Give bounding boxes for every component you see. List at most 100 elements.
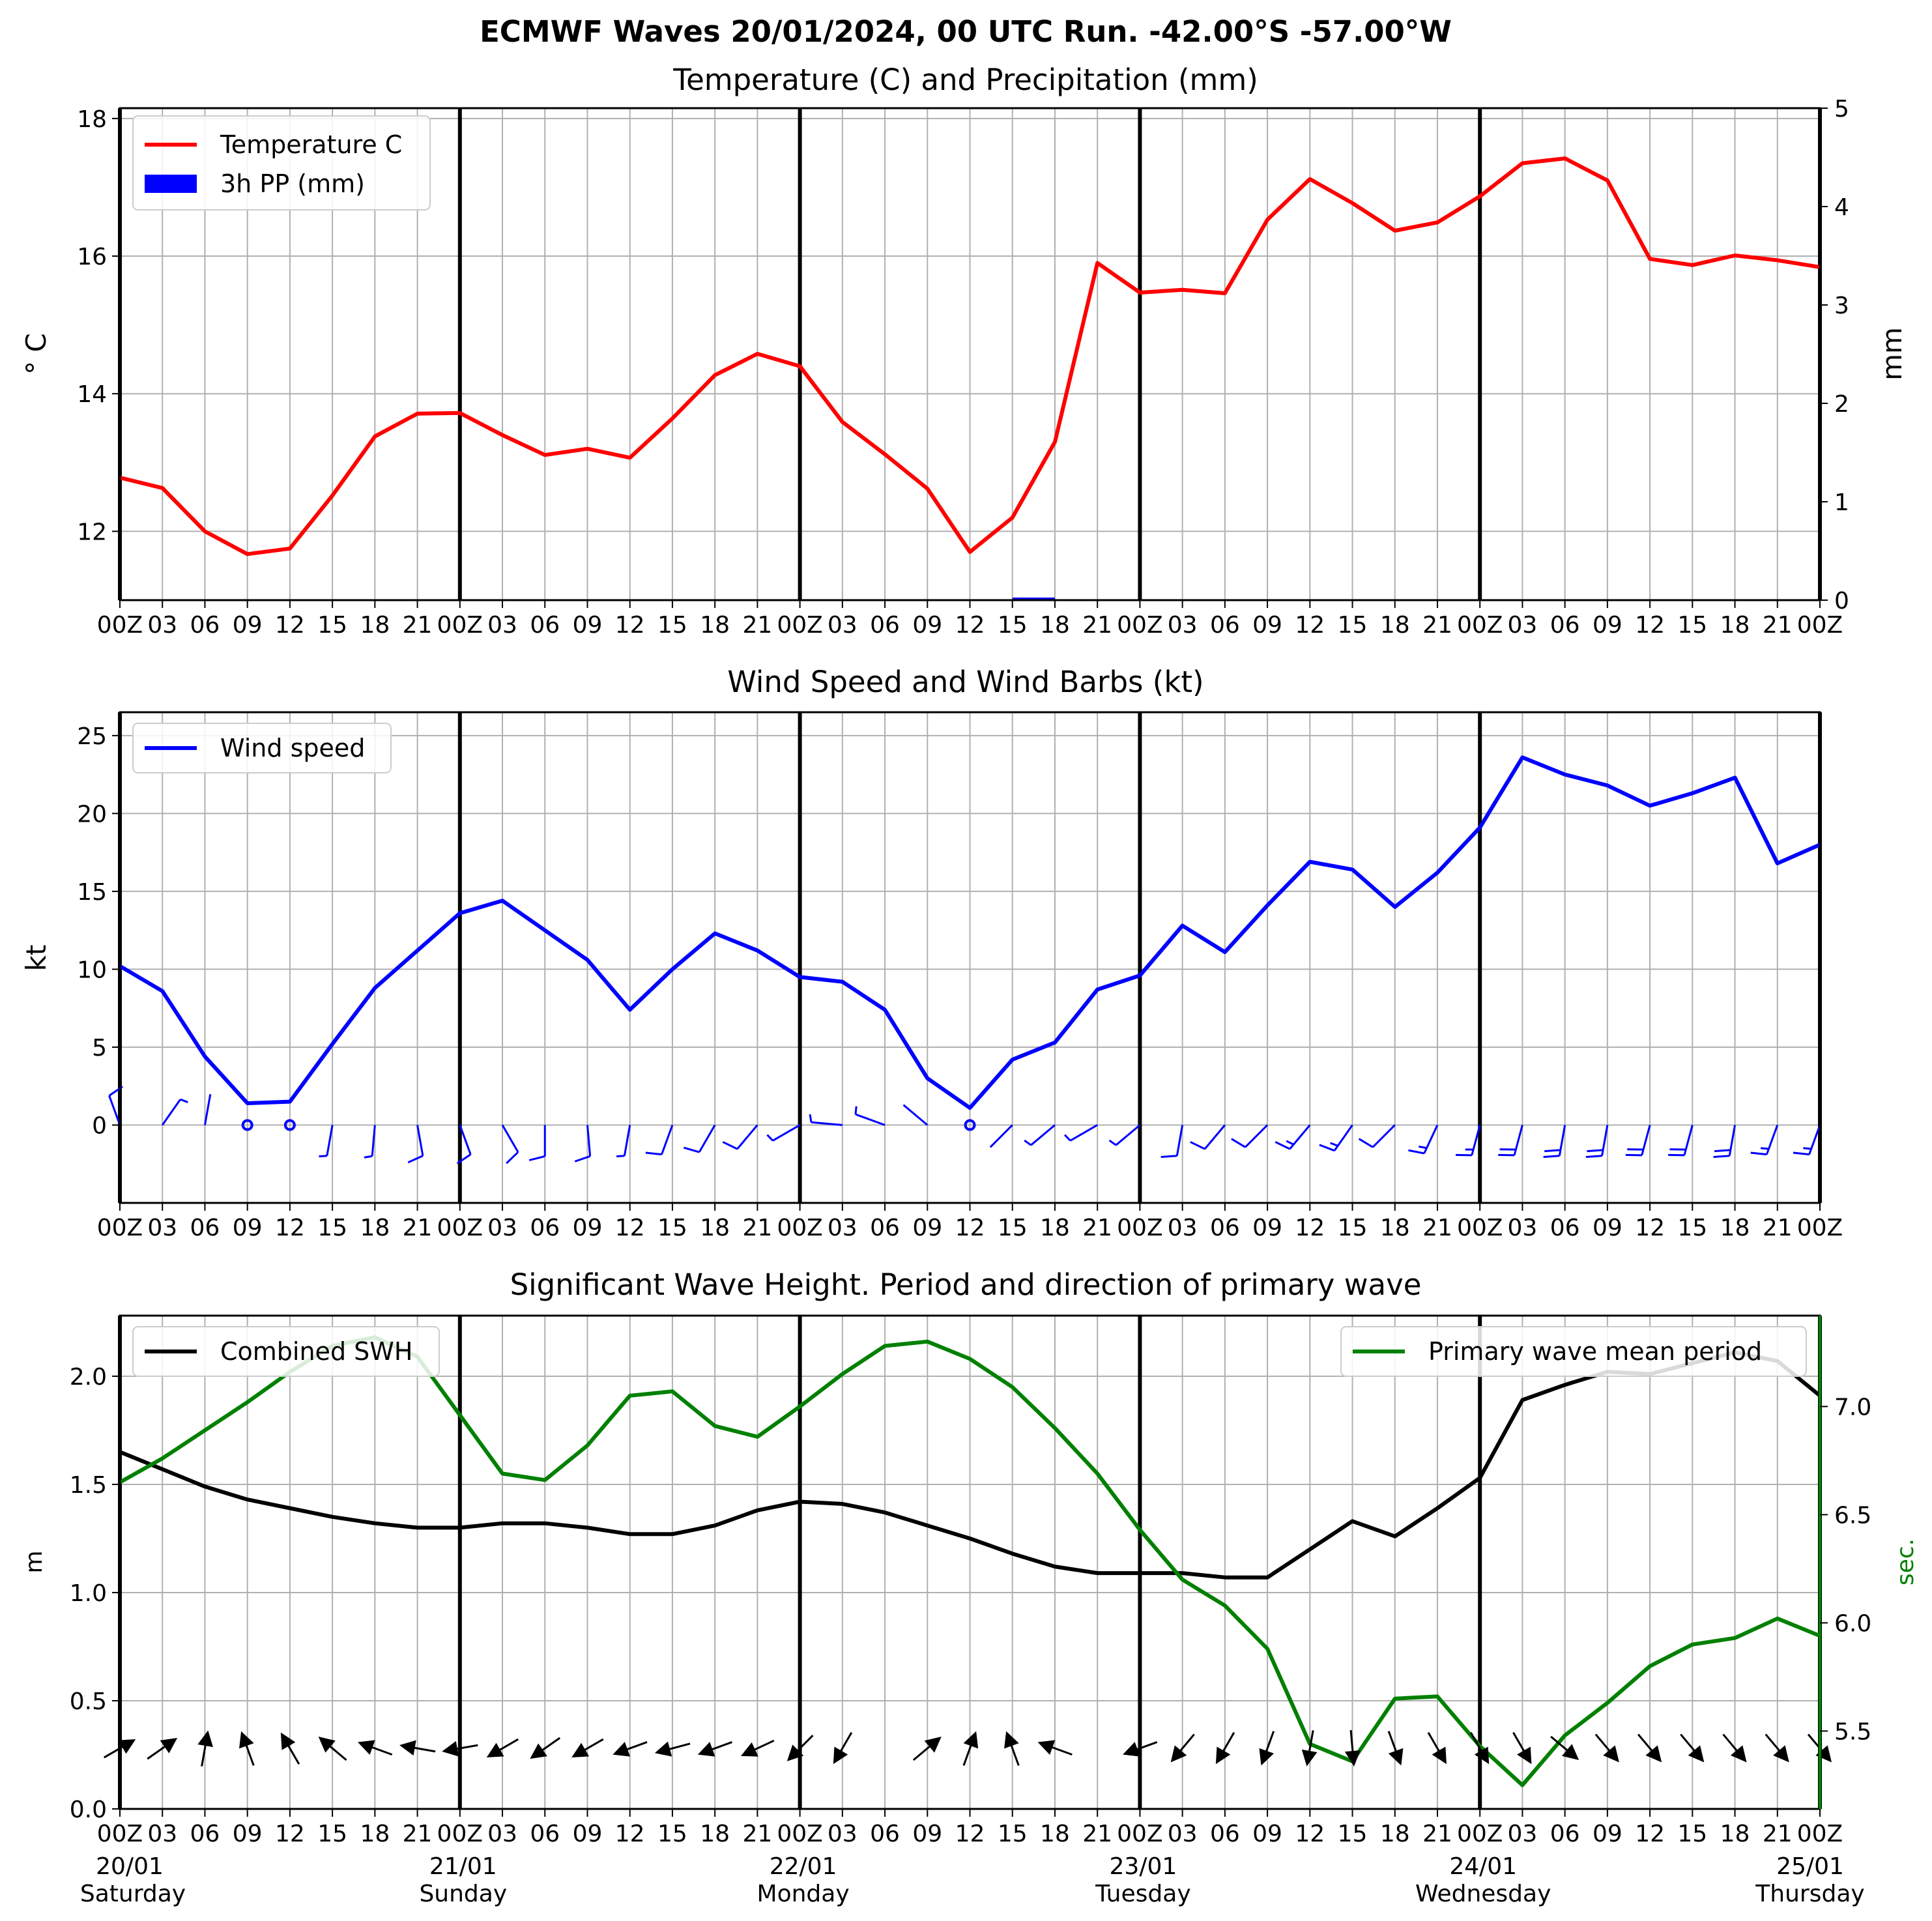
wind-barb-flag [506, 1151, 519, 1164]
wind-barb [698, 1124, 716, 1153]
wave-direction-arrow-head [486, 1742, 504, 1758]
x-tick-label: 06 [190, 1215, 220, 1241]
wave-direction-arrow-head [697, 1742, 715, 1757]
x-tick-label: 03 [1168, 1215, 1198, 1241]
x-tick-label: 18 [1380, 1821, 1410, 1847]
wind-barb-half-flag [1108, 1139, 1117, 1146]
wave-direction-arrow-head [1170, 1745, 1187, 1763]
wind-barb [772, 1124, 801, 1142]
x-tick-label: 09 [912, 1821, 942, 1847]
x-tick-label: 00Z [437, 1215, 483, 1241]
x-tick-label: 21 [1082, 1821, 1112, 1847]
wave-y-label: m [21, 1550, 48, 1573]
wind-barb-flag [1408, 1149, 1424, 1155]
x-tick-label: 09 [233, 1821, 263, 1847]
legend-precip-swatch [145, 175, 197, 193]
y-tick-label: 0.5 [70, 1688, 107, 1715]
wind-barb-flag [1714, 1149, 1731, 1153]
x-tick-label: 06 [190, 1821, 220, 1847]
wind-barb-flag [1319, 1144, 1335, 1152]
y2-tick-label: 2 [1834, 391, 1849, 418]
wind-barb-half-flag [809, 1114, 813, 1123]
wave-direction-arrow-head [1259, 1748, 1274, 1766]
wind-barb [902, 1104, 929, 1126]
x-tick-label: 15 [1338, 612, 1368, 639]
wave-direction-arrow-head [1004, 1731, 1019, 1749]
x-tick-label: 15 [1338, 1215, 1368, 1241]
x-tick-label: 21 [403, 1215, 433, 1241]
date-label: 20/01 [96, 1853, 164, 1880]
wind-barb [416, 1125, 424, 1157]
x-tick-label: 03 [487, 612, 517, 639]
wind-barb-flag [1713, 1155, 1730, 1158]
x-tick-label: 18 [1720, 1821, 1750, 1847]
wind-barb [203, 1093, 212, 1125]
temperature-line [119, 156, 1821, 556]
x-tick-label: 21 [403, 1821, 433, 1847]
x-tick-label: 15 [657, 1215, 687, 1241]
wave-direction-arrow-head [399, 1740, 416, 1756]
wind-barb-flag [1793, 1151, 1809, 1156]
x-tick-label: 18 [700, 612, 730, 639]
wind-panel-title: Wind Speed and Wind Barbs (kt) [727, 665, 1204, 699]
x-tick-label: 06 [530, 1821, 560, 1847]
wind-barb [1683, 1125, 1694, 1156]
y2-tick-label: 6.5 [1834, 1502, 1871, 1529]
wave-direction-arrow-head [613, 1742, 631, 1757]
x-tick-label: 21 [1082, 612, 1112, 639]
x-tick-label: 12 [955, 612, 985, 639]
wind-barb-flag [645, 1151, 662, 1156]
wind-barb-flag [1190, 1141, 1205, 1150]
x-tick-label: 18 [360, 1821, 390, 1847]
x-tick-label: 00Z [1797, 1215, 1843, 1241]
x-tick-label: 15 [998, 612, 1028, 639]
wave-direction-arrow-head [160, 1737, 178, 1754]
legend-temperature-label: Temperature C [220, 130, 402, 159]
wind-barb-flag [456, 1153, 472, 1164]
y-tick-label: 20 [77, 801, 107, 828]
x-tick-label: 21 [1763, 1215, 1793, 1241]
wind-barb [459, 1124, 472, 1155]
wave-direction-arrow-head [1773, 1745, 1789, 1763]
y-tick-label: 18 [77, 106, 107, 133]
x-tick-label: 12 [1635, 1821, 1665, 1847]
date-label: 25/01 [1776, 1853, 1844, 1880]
x-tick-label: 09 [1593, 1215, 1622, 1241]
wind-legend-box [132, 723, 392, 773]
date-label: 24/01 [1449, 1853, 1517, 1880]
temperature-legend: Temperature C 3h PP (mm) [132, 115, 431, 210]
y-tick-label: 14 [77, 381, 107, 408]
wind-barb [1030, 1124, 1056, 1146]
x-tick-label: 03 [147, 1821, 177, 1847]
wave-direction-arrow-head [1645, 1745, 1662, 1763]
x-tick-label: 03 [1168, 1821, 1198, 1847]
wave-direction-arrow-head [358, 1740, 375, 1755]
wave-direction-arrow-head [1344, 1750, 1361, 1767]
wind-barb-half-flag [364, 1155, 373, 1159]
wind-barb [1601, 1125, 1609, 1157]
y-tick-label: 0 [92, 1112, 107, 1139]
wind-barb [623, 1125, 631, 1157]
wind-barb-flag [722, 1141, 738, 1150]
wave-direction-arrow-head [280, 1732, 296, 1750]
x-tick-label: 12 [615, 612, 645, 639]
x-tick-label: 15 [998, 1215, 1028, 1241]
wind-barb [371, 1125, 376, 1157]
wind-barb [736, 1124, 758, 1150]
weekday-label: Tuesday [1095, 1881, 1190, 1907]
x-tick-label: 15 [317, 1821, 347, 1847]
x-tick-label: 06 [1550, 1215, 1580, 1241]
x-tick-label: 15 [317, 1215, 347, 1241]
y-tick-label: 1.5 [70, 1472, 107, 1499]
x-tick-label: 12 [1635, 612, 1665, 639]
precipitation-y-label: mm [1876, 327, 1908, 381]
x-tick-label: 09 [1593, 1821, 1622, 1847]
wind-barb [108, 1095, 121, 1125]
x-tick-label: 15 [657, 1821, 687, 1847]
x-tick-label: 00Z [97, 612, 143, 639]
wind-barb-half-flag [1803, 1147, 1811, 1150]
x-tick-label: 18 [1040, 1215, 1070, 1241]
x-tick-label: 18 [360, 1215, 390, 1241]
wind-barb [1558, 1125, 1566, 1157]
wave-direction-arrow-head [1388, 1748, 1404, 1766]
